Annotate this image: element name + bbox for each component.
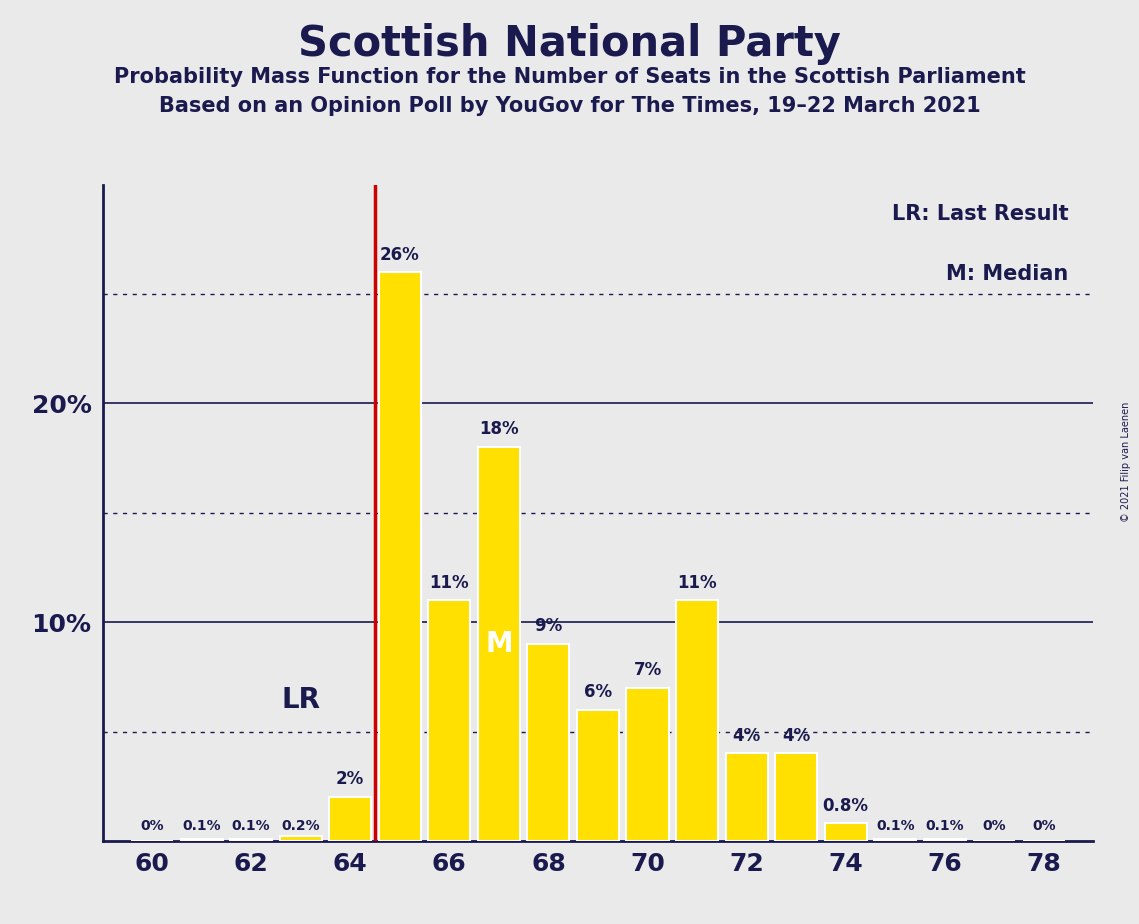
Bar bbox=[527, 644, 570, 841]
Bar bbox=[230, 839, 272, 841]
Bar bbox=[478, 447, 519, 841]
Text: 18%: 18% bbox=[480, 420, 518, 439]
Text: 9%: 9% bbox=[534, 617, 563, 636]
Text: 7%: 7% bbox=[633, 661, 662, 679]
Bar bbox=[875, 839, 916, 841]
Text: Scottish National Party: Scottish National Party bbox=[298, 23, 841, 65]
Text: 4%: 4% bbox=[782, 726, 810, 745]
Bar bbox=[379, 273, 420, 841]
Text: 11%: 11% bbox=[678, 574, 716, 591]
Bar bbox=[677, 601, 718, 841]
Text: 0%: 0% bbox=[983, 820, 1006, 833]
Bar bbox=[924, 839, 966, 841]
Text: Probability Mass Function for the Number of Seats in the Scottish Parliament: Probability Mass Function for the Number… bbox=[114, 67, 1025, 87]
Bar bbox=[577, 710, 618, 841]
Text: © 2021 Filip van Laenen: © 2021 Filip van Laenen bbox=[1121, 402, 1131, 522]
Text: 4%: 4% bbox=[732, 726, 761, 745]
Bar bbox=[428, 601, 470, 841]
Bar bbox=[726, 753, 768, 841]
Text: 6%: 6% bbox=[584, 683, 612, 701]
Bar bbox=[329, 797, 371, 841]
Text: 11%: 11% bbox=[429, 574, 469, 591]
Bar bbox=[626, 687, 669, 841]
Text: 0.1%: 0.1% bbox=[876, 820, 915, 833]
Text: Based on an Opinion Poll by YouGov for The Times, 19–22 March 2021: Based on an Opinion Poll by YouGov for T… bbox=[158, 96, 981, 116]
Bar bbox=[776, 753, 817, 841]
Text: M: M bbox=[485, 630, 513, 658]
Text: M: Median: M: Median bbox=[947, 263, 1068, 284]
Text: 0.1%: 0.1% bbox=[232, 820, 270, 833]
Text: 0.2%: 0.2% bbox=[281, 820, 320, 833]
Text: LR: Last Result: LR: Last Result bbox=[892, 204, 1068, 225]
Text: 0.1%: 0.1% bbox=[926, 820, 964, 833]
Text: 0%: 0% bbox=[140, 820, 164, 833]
Text: 0%: 0% bbox=[1032, 820, 1056, 833]
Text: 0.1%: 0.1% bbox=[182, 820, 221, 833]
Text: LR: LR bbox=[281, 686, 320, 714]
Text: 2%: 2% bbox=[336, 771, 364, 788]
Bar bbox=[181, 839, 222, 841]
Bar bbox=[280, 836, 321, 841]
Bar bbox=[825, 823, 867, 841]
Text: 26%: 26% bbox=[380, 246, 419, 263]
Text: 0.8%: 0.8% bbox=[822, 796, 869, 815]
